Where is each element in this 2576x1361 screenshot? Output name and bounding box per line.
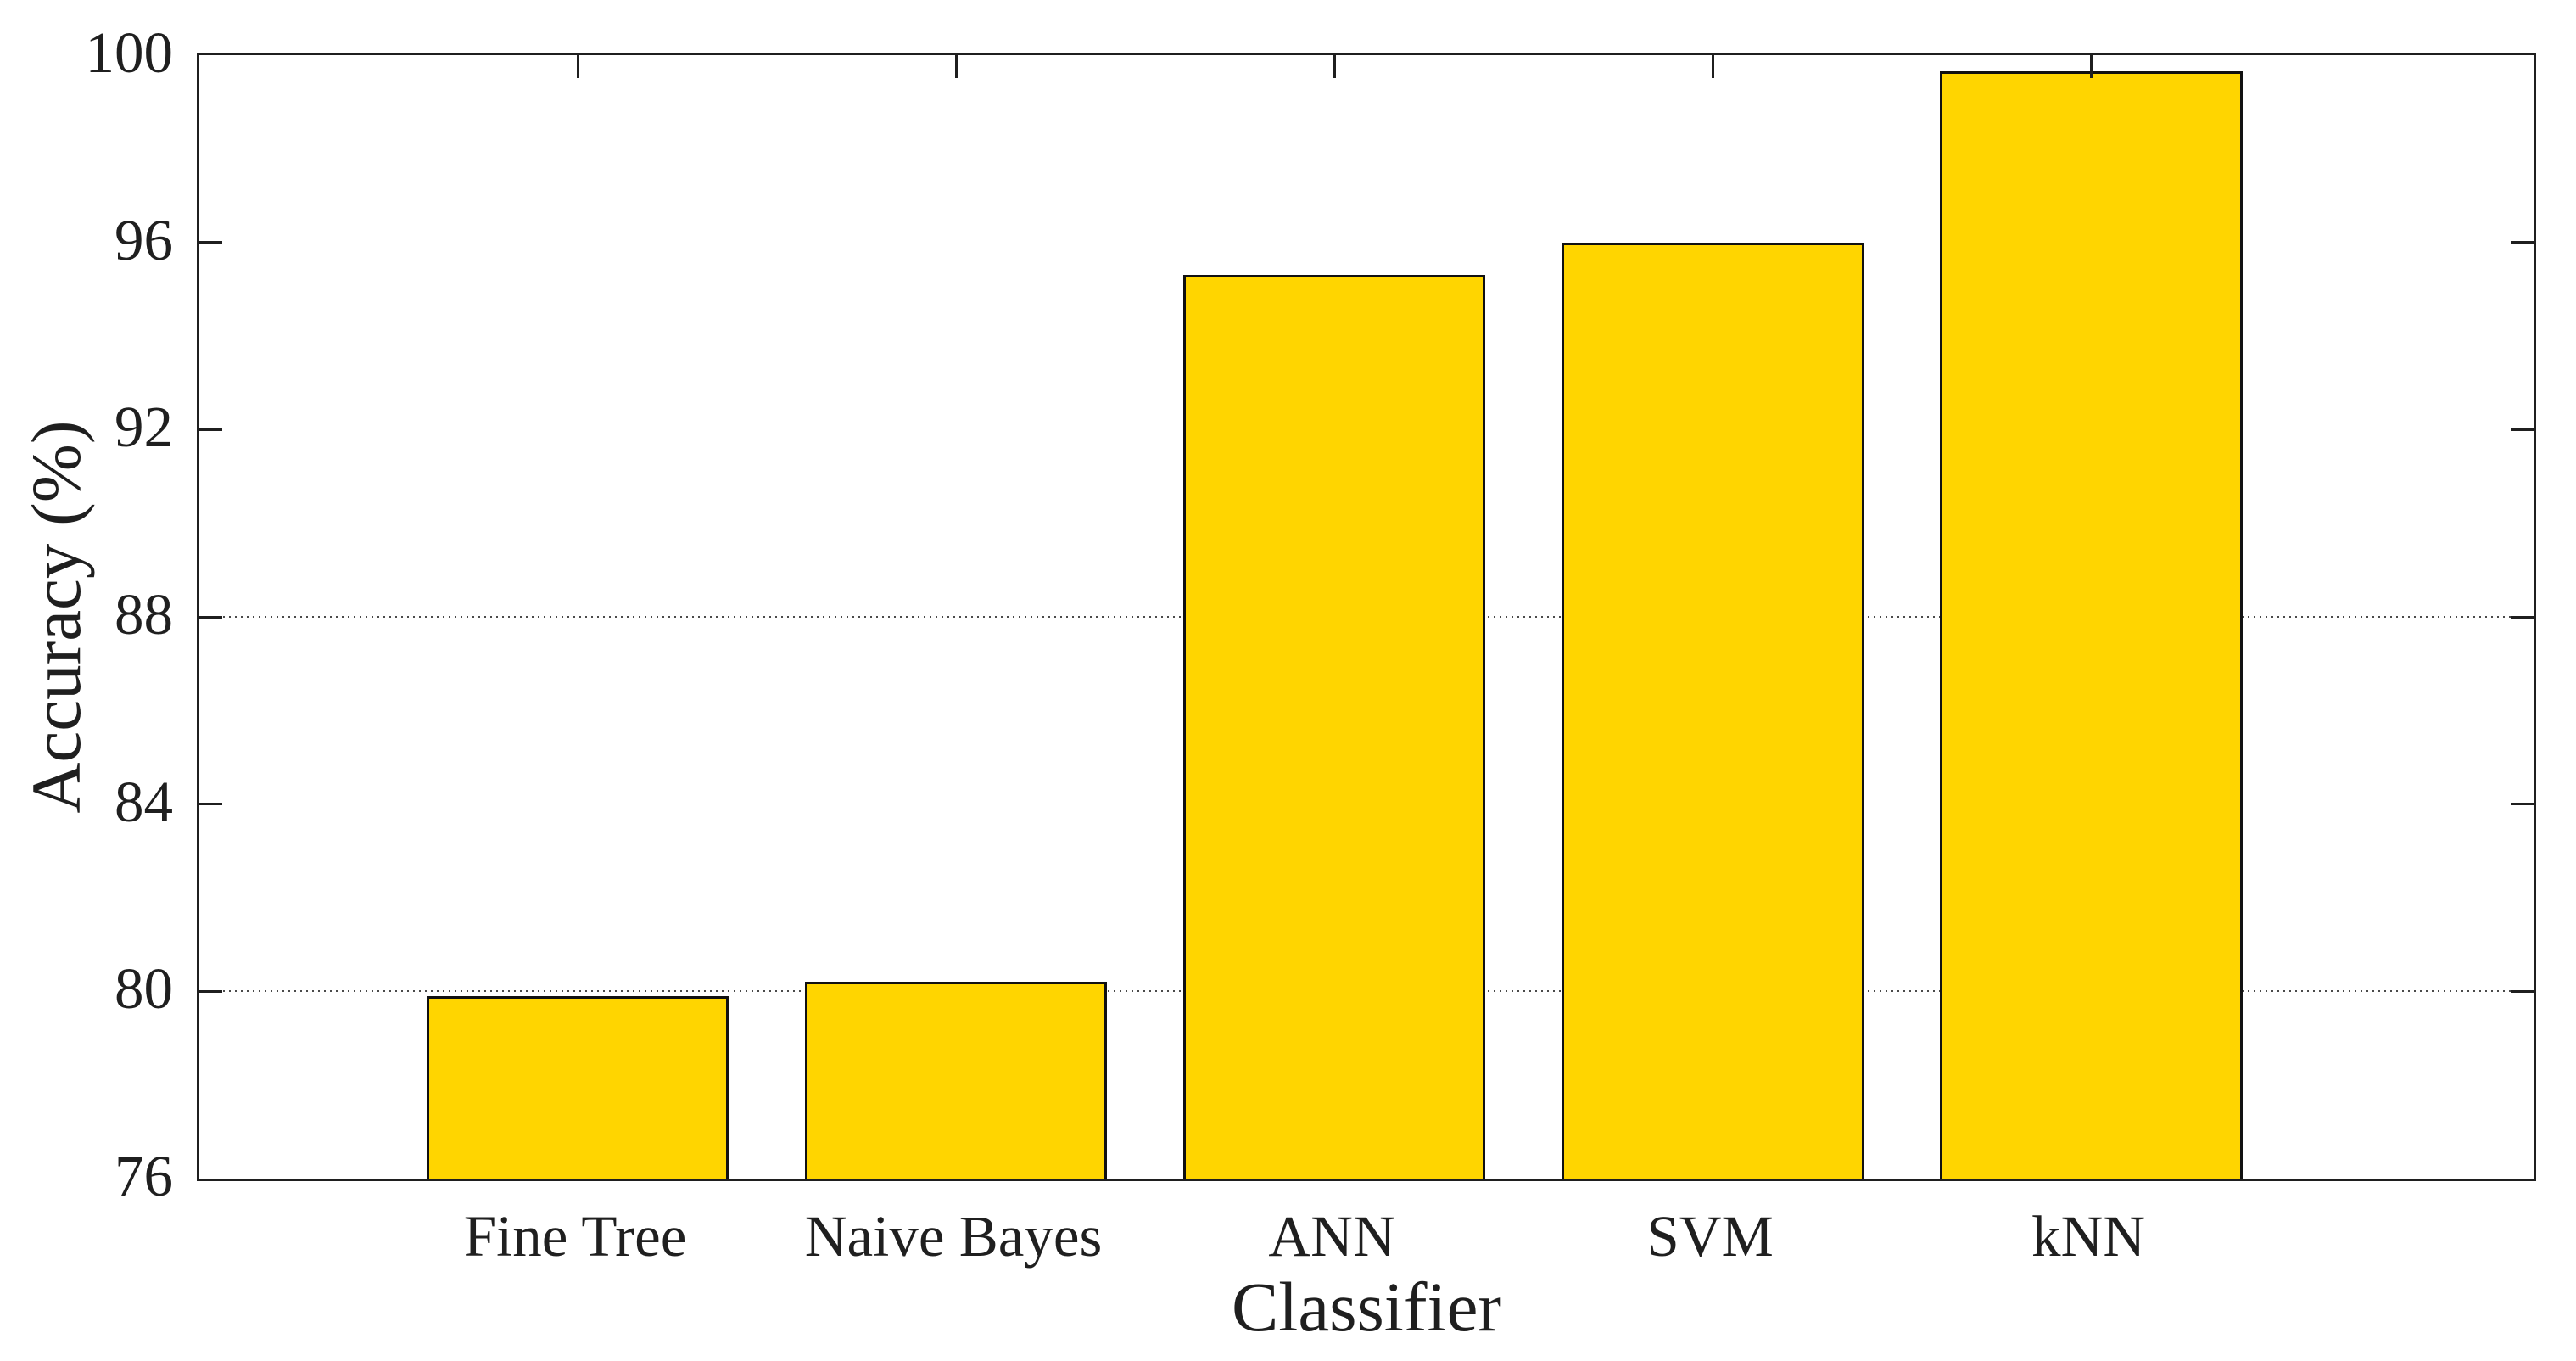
- bar-ann: [1182, 275, 1486, 1179]
- y-tick-left-80: [199, 989, 222, 993]
- x-tick-label-ann: ANN: [1268, 1204, 1395, 1269]
- x-tick-top-3: [1333, 55, 1336, 78]
- y-tick-left-92: [199, 428, 222, 431]
- y-tick-label-92: 92: [115, 395, 173, 460]
- x-tick-label-fine-tree: Fine Tree: [463, 1204, 687, 1269]
- x-axis-label: Classifier: [1231, 1268, 1502, 1346]
- y-tick-left-88: [199, 615, 222, 619]
- y-tick-left-84: [199, 803, 222, 806]
- x-tick-top-2: [954, 55, 958, 78]
- bar-fine-tree: [426, 995, 729, 1179]
- x-tick-label-naive-bayes: Naive Bayes: [804, 1204, 1103, 1269]
- y-tick-right-84: [2511, 803, 2534, 806]
- x-tick-label-knn: kNN: [2031, 1204, 2146, 1269]
- x-tick-top-5: [2089, 55, 2093, 78]
- y-tick-label-76: 76: [115, 1144, 173, 1208]
- bar-knn: [1939, 71, 2243, 1179]
- y-tick-right-88: [2511, 615, 2534, 619]
- y-tick-left-96: [199, 241, 222, 244]
- y-tick-right-80: [2511, 989, 2534, 993]
- y-tick-label-84: 84: [115, 769, 173, 834]
- y-tick-label-88: 88: [115, 582, 173, 647]
- y-tick-right-96: [2511, 241, 2534, 244]
- x-tick-label-svm: SVM: [1646, 1204, 1774, 1269]
- bar-svm: [1561, 242, 1864, 1179]
- y-tick-right-92: [2511, 428, 2534, 431]
- y-tick-label-80: 80: [115, 956, 173, 1022]
- bar-naive-bayes: [804, 982, 1108, 1179]
- x-tick-top-4: [1711, 55, 1714, 78]
- plot-area: [197, 53, 2536, 1181]
- y-tick-label-100: 100: [85, 20, 174, 85]
- y-tick-label-96: 96: [115, 207, 173, 272]
- x-tick-top-1: [576, 55, 579, 78]
